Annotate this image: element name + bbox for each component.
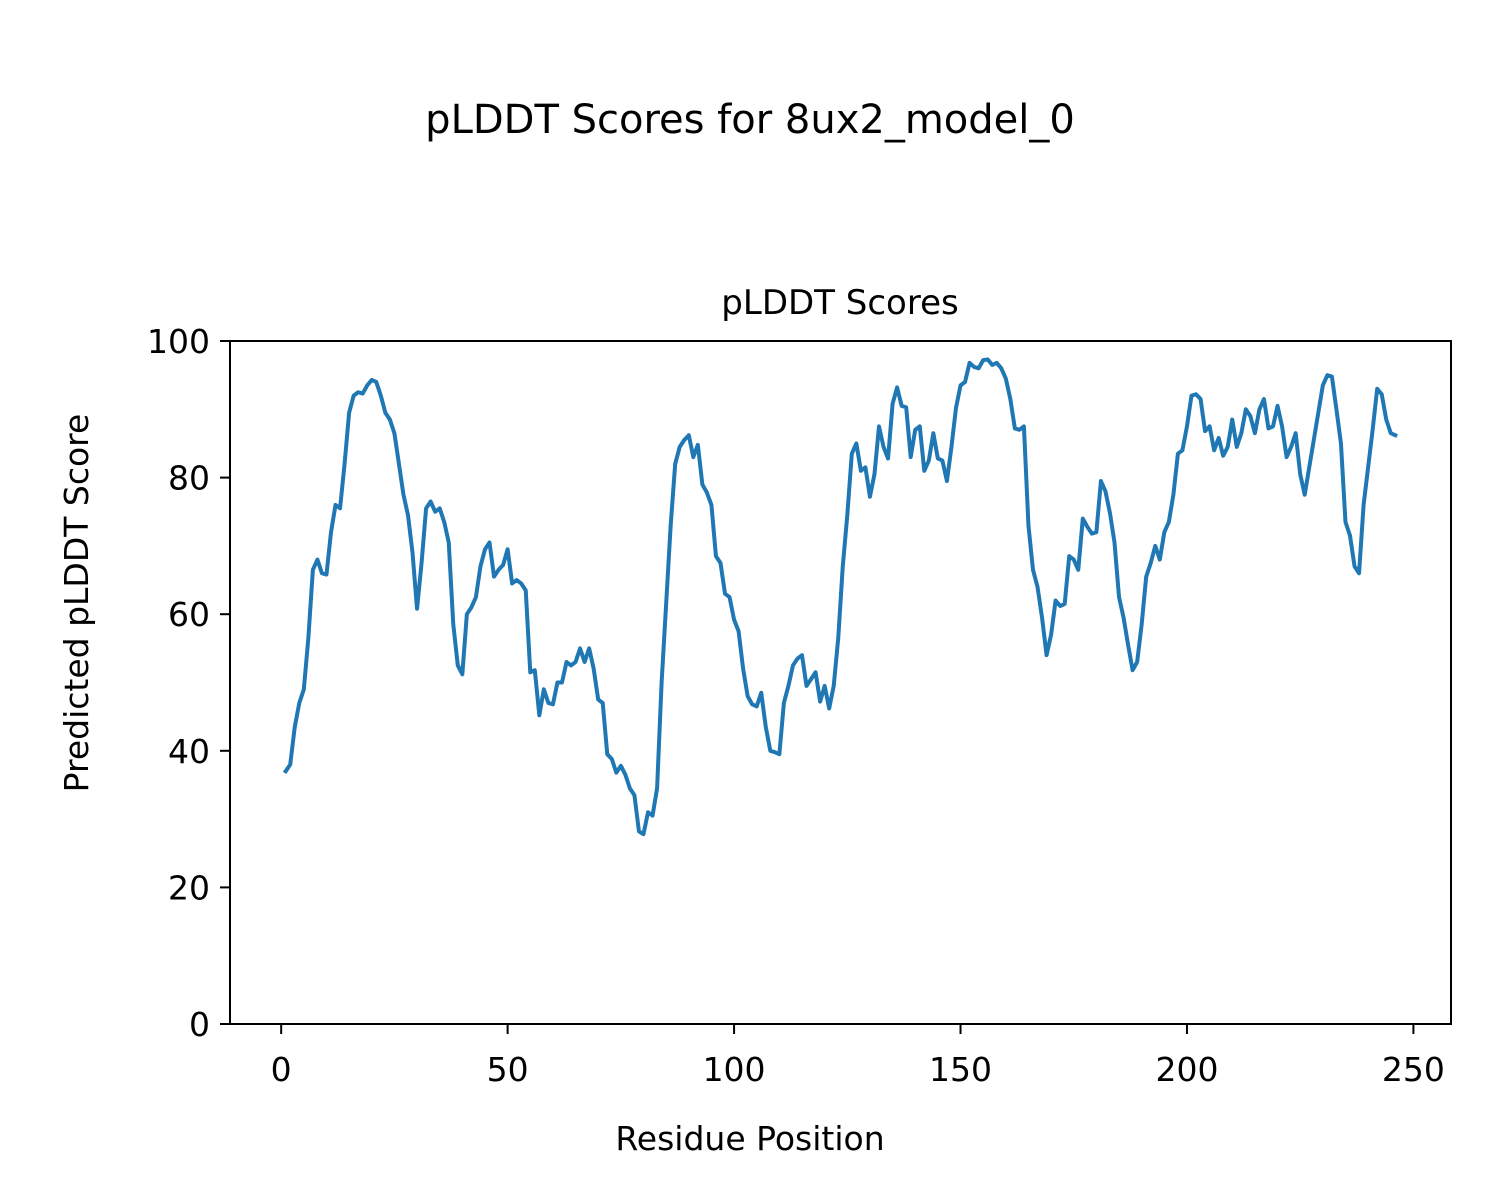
axes-frame — [229, 340, 1452, 1025]
y-tick-label: 20 — [168, 868, 210, 907]
x-axis-ticks: 0 50 100 150 200 250 — [271, 1024, 1445, 1089]
x-tick-label: 100 — [703, 1050, 766, 1089]
chart-title: pLDDT Scores — [721, 283, 958, 323]
x-axis-label: Residue Position — [615, 1119, 884, 1158]
y-axis-label: Predicted pLDDT Score — [57, 414, 96, 793]
plddt-series-line — [282, 357, 1398, 837]
x-tick-label: 0 — [271, 1050, 292, 1089]
x-tick-label: 200 — [1155, 1050, 1218, 1089]
y-axis-ticks: 0 20 40 60 80 100 — [147, 322, 230, 1044]
plot-area — [282, 357, 1398, 837]
x-tick-label: 250 — [1382, 1050, 1445, 1089]
figure-suptitle: pLDDT Scores for 8ux2_model_0 — [425, 97, 1075, 143]
y-tick-label: 80 — [168, 459, 210, 498]
y-tick-label: 40 — [168, 732, 210, 771]
y-tick-label: 100 — [147, 322, 210, 361]
x-tick-label: 50 — [487, 1050, 529, 1089]
y-tick-label: 60 — [168, 595, 210, 634]
x-tick-label: 150 — [929, 1050, 992, 1089]
y-tick-label: 0 — [189, 1005, 210, 1044]
